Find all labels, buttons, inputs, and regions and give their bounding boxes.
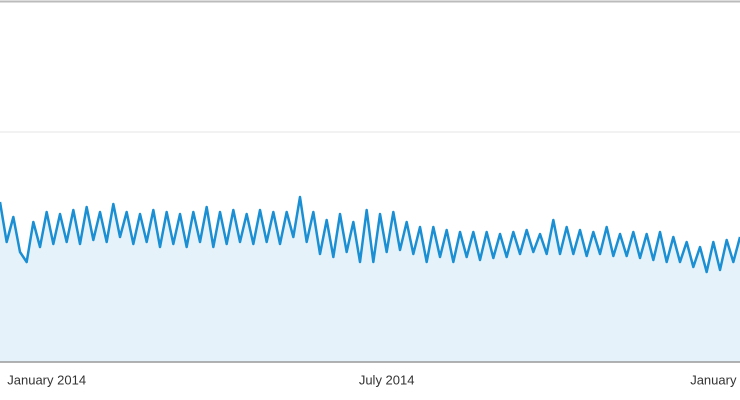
- x-tick-label: January 2014: [7, 372, 86, 387]
- x-tick-label: January: [690, 372, 737, 387]
- x-tick-label: July 2014: [359, 372, 415, 387]
- area-fill: [0, 197, 740, 362]
- line: [0, 195, 740, 274]
